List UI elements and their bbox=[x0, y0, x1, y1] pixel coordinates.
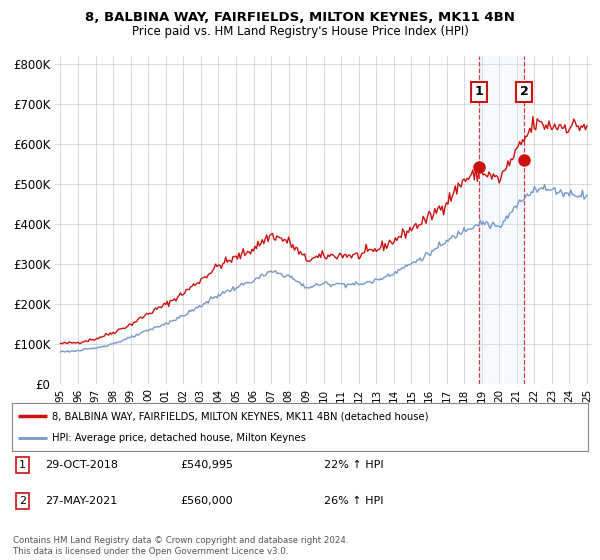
Text: 1: 1 bbox=[474, 86, 483, 99]
Text: HPI: Average price, detached house, Milton Keynes: HPI: Average price, detached house, Milt… bbox=[52, 433, 306, 443]
Text: 29-OCT-2018: 29-OCT-2018 bbox=[45, 460, 118, 470]
Text: 8, BALBINA WAY, FAIRFIELDS, MILTON KEYNES, MK11 4BN (detached house): 8, BALBINA WAY, FAIRFIELDS, MILTON KEYNE… bbox=[52, 411, 429, 421]
Text: Price paid vs. HM Land Registry's House Price Index (HPI): Price paid vs. HM Land Registry's House … bbox=[131, 25, 469, 38]
Text: £560,000: £560,000 bbox=[180, 496, 233, 506]
Text: £540,995: £540,995 bbox=[180, 460, 233, 470]
Bar bbox=[479, 56, 524, 384]
Text: 1: 1 bbox=[19, 460, 26, 470]
Text: 27-MAY-2021: 27-MAY-2021 bbox=[45, 496, 117, 506]
Text: 2: 2 bbox=[520, 86, 529, 99]
Text: Contains HM Land Registry data © Crown copyright and database right 2024.
This d: Contains HM Land Registry data © Crown c… bbox=[13, 536, 349, 556]
Text: 2: 2 bbox=[19, 496, 26, 506]
Text: 8, BALBINA WAY, FAIRFIELDS, MILTON KEYNES, MK11 4BN: 8, BALBINA WAY, FAIRFIELDS, MILTON KEYNE… bbox=[85, 11, 515, 24]
Text: 22% ↑ HPI: 22% ↑ HPI bbox=[324, 460, 383, 470]
Text: 26% ↑ HPI: 26% ↑ HPI bbox=[324, 496, 383, 506]
